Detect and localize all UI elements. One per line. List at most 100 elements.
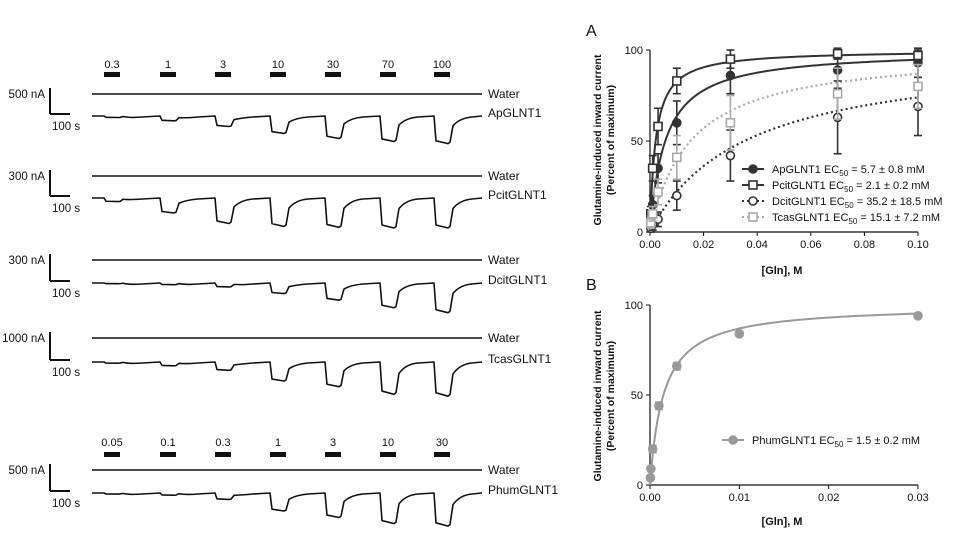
scale-time-label: 100 s (52, 121, 80, 133)
panel-b-y-axis-label-line1: Glutamine-induced inward current (592, 310, 604, 481)
data-point (725, 54, 736, 64)
legend-name: ApGLNT1 EC (772, 164, 839, 176)
panel-a-data-points (646, 47, 923, 234)
data-point (645, 472, 656, 483)
concentration-label: 10 (382, 437, 394, 449)
concentration-label: 1 (165, 59, 171, 71)
fit-curve-TcasGLNT1 (648, 72, 919, 233)
panel-b-axes: 0.00 0.01 0.02 0.03 0 50 100 (625, 300, 929, 504)
data-point (725, 70, 736, 81)
application-bar-1-4 (325, 452, 341, 457)
concentration-label: 0.3 (104, 59, 119, 71)
scale-time-label: 100 s (52, 498, 80, 510)
data-point (748, 180, 758, 190)
legend-subscript: 50 (848, 217, 857, 226)
legend-value: = 35.2 ± 18.5 mM (854, 196, 943, 208)
legend-entry-ApGLNT1: ApGLNT1 EC50 = 5.7 ± 0.8 mM (772, 164, 925, 178)
x-tick-label: 0.02 (818, 492, 839, 504)
data-point (647, 444, 658, 454)
x-tick-label: 0.03 (907, 492, 928, 504)
application-bar-1-0 (104, 452, 120, 457)
x-tick-label: 0.10 (907, 239, 928, 251)
application-bar-0-6 (434, 72, 450, 77)
concentration-label: 0.1 (160, 437, 175, 449)
data-point (647, 209, 658, 219)
data-point (646, 463, 656, 474)
y-tick-label: 0 (637, 227, 643, 239)
application-bar-0-1 (160, 72, 176, 77)
y-tick-label: 100 (625, 300, 643, 312)
data-point (728, 435, 738, 445)
y-tick-label: 0 (637, 480, 643, 492)
data-point (647, 163, 658, 174)
scale-current-label: 300 nA (9, 171, 46, 183)
current-trace-DcitGLNT1 (92, 282, 483, 314)
scale-current-label: 500 nA (9, 89, 46, 101)
water-label: Water (488, 87, 520, 101)
legend-entry-DcitGLNT1: DcitGLNT1 EC50 = 35.2 ± 18.5 mM (772, 196, 943, 210)
application-bar-1-1 (160, 452, 176, 457)
data-point (748, 212, 758, 222)
traces-panel: 0.3 1 3 10 30 70 100 Water ApGLNT1 500 nA 100 s Wat… (2, 59, 558, 527)
legend-name: DcitGLNT1 EC (772, 196, 845, 208)
panel-a-axes: 0.00 0.02 0.04 0.06 0.08 0.10 0 50 100 (625, 45, 929, 251)
x-tick-label: 0.00 (639, 239, 660, 251)
legend-value: = 2.1 ± 0.2 mM (853, 180, 930, 192)
legend-subscript: 50 (835, 440, 844, 449)
gene-label: TcasGLNT1 (488, 352, 552, 366)
scale-time-label: 100 s (52, 203, 80, 215)
legend-name: TcasGLNT1 EC (772, 212, 848, 224)
water-label: Water (488, 253, 520, 267)
application-bar-1-6 (434, 452, 450, 457)
data-point (734, 328, 745, 339)
scale-current-label: 1000 nA (2, 333, 45, 345)
x-tick-label: 0.06 (800, 239, 821, 251)
legend-value: = 15.1 ± 7.2 mM (857, 212, 940, 224)
water-label: Water (488, 463, 520, 477)
data-point (654, 400, 664, 411)
panel-a-y-axis-label-line1: Glutamine-induced inward current (592, 54, 604, 225)
data-point (671, 152, 682, 163)
legend-value: = 1.5 ± 0.2 mM (843, 435, 920, 447)
panel-a-y-axis-label-line2: (Percent of maximum) (605, 85, 617, 195)
legend-subscript: 50 (845, 201, 854, 210)
legend-entry-TcasGLNT1: TcasGLNT1 EC50 = 15.1 ± 7.2 mM (772, 212, 940, 226)
concentration-label: 3 (220, 59, 226, 71)
application-bar-0-0 (104, 72, 120, 77)
data-point (913, 50, 923, 61)
current-trace-PcitGLNT1 (92, 197, 483, 229)
panel-b-label: B (586, 277, 597, 294)
data-point (748, 196, 758, 206)
concentration-label: 70 (382, 59, 394, 71)
panel-a-x-axis-label: [Gln], M (762, 265, 803, 277)
concentration-label: 3 (330, 437, 336, 449)
data-point (913, 310, 923, 321)
panel-b: B 0.00 0.01 0.02 0.03 0 50 100 [Gln], M Glutam… (586, 277, 929, 528)
x-tick-label: 0.08 (854, 239, 875, 251)
y-tick-label: 50 (631, 136, 643, 148)
application-bar-0-3 (270, 72, 286, 77)
data-point (653, 121, 663, 132)
concentration-label: 0.05 (101, 437, 122, 449)
gene-label: PhumGLNT1 (488, 483, 558, 497)
application-bar-0-2 (215, 72, 231, 77)
concentration-label: 10 (272, 59, 284, 71)
panel-b-y-axis-label-line2: (Percent of maximum) (605, 341, 617, 451)
data-point (832, 48, 843, 59)
scale-time-label: 100 s (52, 367, 80, 379)
gene-label: DcitGLNT1 (488, 273, 548, 287)
panel-a: A 0.00 0.02 0.04 0.06 0.08 0.10 0 50 100 [Gln], … (586, 23, 943, 277)
data-point (725, 150, 736, 161)
concentration-label: 0.3 (215, 437, 230, 449)
legend-entry-PcitGLNT1: PcitGLNT1 EC50 = 2.1 ± 0.2 mM (772, 180, 930, 194)
concentration-label: 100 (433, 59, 451, 71)
panel-b-fit-curves (649, 312, 919, 486)
x-tick-label: 0.01 (729, 492, 750, 504)
data-point (671, 190, 682, 201)
panel-b-x-axis-label: [Gln], M (762, 516, 803, 528)
data-point (671, 76, 682, 86)
y-tick-label: 50 (631, 390, 643, 402)
legend-value: = 5.7 ± 0.8 mM (848, 164, 925, 176)
